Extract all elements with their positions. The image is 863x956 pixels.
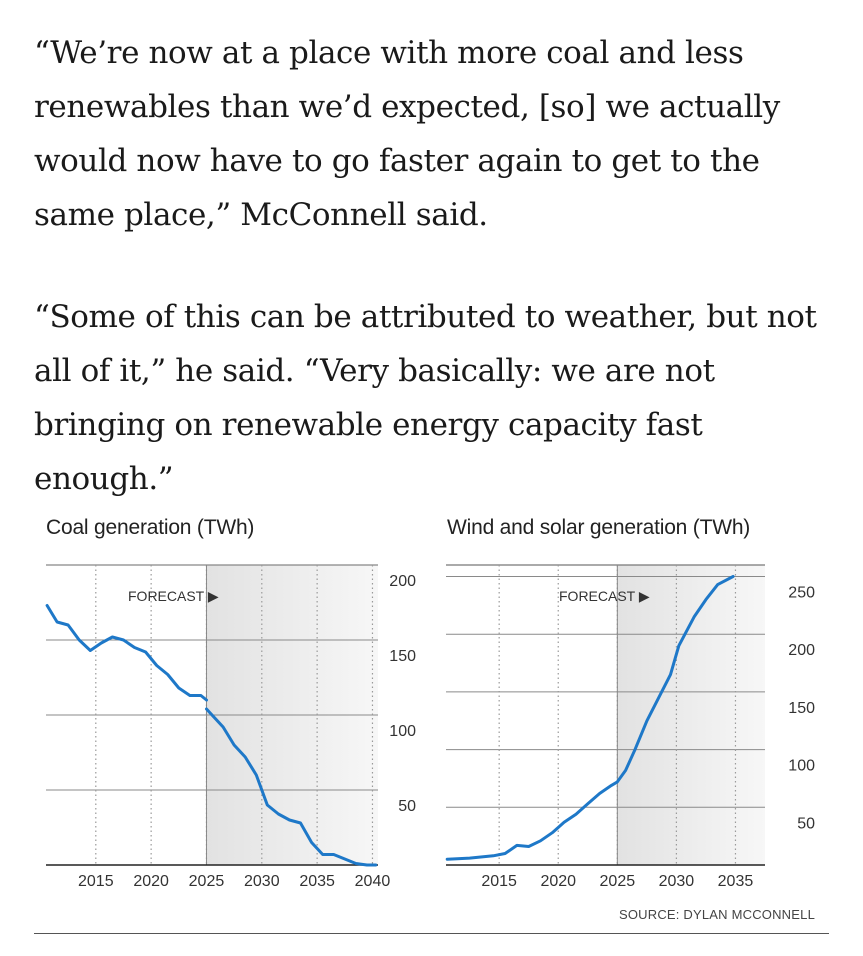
y-tick-label: 200 (788, 642, 815, 659)
y-tick-label: 150 (389, 648, 416, 665)
series-line-historical (45, 604, 208, 702)
x-tick-label: 2025 (189, 873, 225, 890)
y-tick-label: 100 (389, 723, 416, 740)
y-tick-label: 150 (788, 700, 815, 717)
series-line-forecast (205, 707, 378, 867)
forecast-shade (617, 565, 765, 865)
x-tick-label: 2035 (718, 873, 754, 890)
x-tick-label: 2040 (355, 873, 391, 890)
y-tick-label: 250 (788, 585, 815, 602)
coal-chart-title: Coal generation (TWh) (46, 516, 255, 539)
x-tick-label: 2025 (600, 873, 636, 890)
x-tick-label: 2030 (244, 873, 280, 890)
y-tick-label: 200 (389, 573, 416, 590)
quote-paragraph-1: “We’re now at a place with more coal and… (34, 35, 780, 233)
bottom-divider (34, 933, 829, 934)
y-tick-label: 50 (398, 798, 416, 815)
x-tick-label: 2020 (133, 873, 169, 890)
chart-wind-solar: 50 100 150 200 250 2015 2020 2025 2030 2035 FORECA… (445, 564, 815, 890)
forecast-label: FORECAST ▶ (128, 588, 219, 604)
y-tick-label: 100 (788, 758, 815, 775)
source-credit: SOURCE: DYLAN MCCONNELL (618, 907, 815, 922)
quote-paragraph-2: “Some of this can be attributed to weath… (34, 299, 817, 497)
series-line-series (445, 575, 735, 861)
chart-coal: 50 100 150 200 2015 2020 2025 2030 2035 2040 FOREC… (45, 564, 416, 890)
wind-solar-chart-title: Wind and solar generation (TWh) (447, 516, 751, 539)
x-tick-label: 2015 (78, 873, 114, 890)
forecast-label: FORECAST ▶ (559, 588, 650, 604)
x-tick-label: 2030 (659, 873, 695, 890)
x-tick-label: 2015 (481, 873, 517, 890)
x-tick-label: 2020 (540, 873, 576, 890)
y-tick-label: 50 (797, 815, 815, 832)
x-tick-label: 2035 (299, 873, 335, 890)
